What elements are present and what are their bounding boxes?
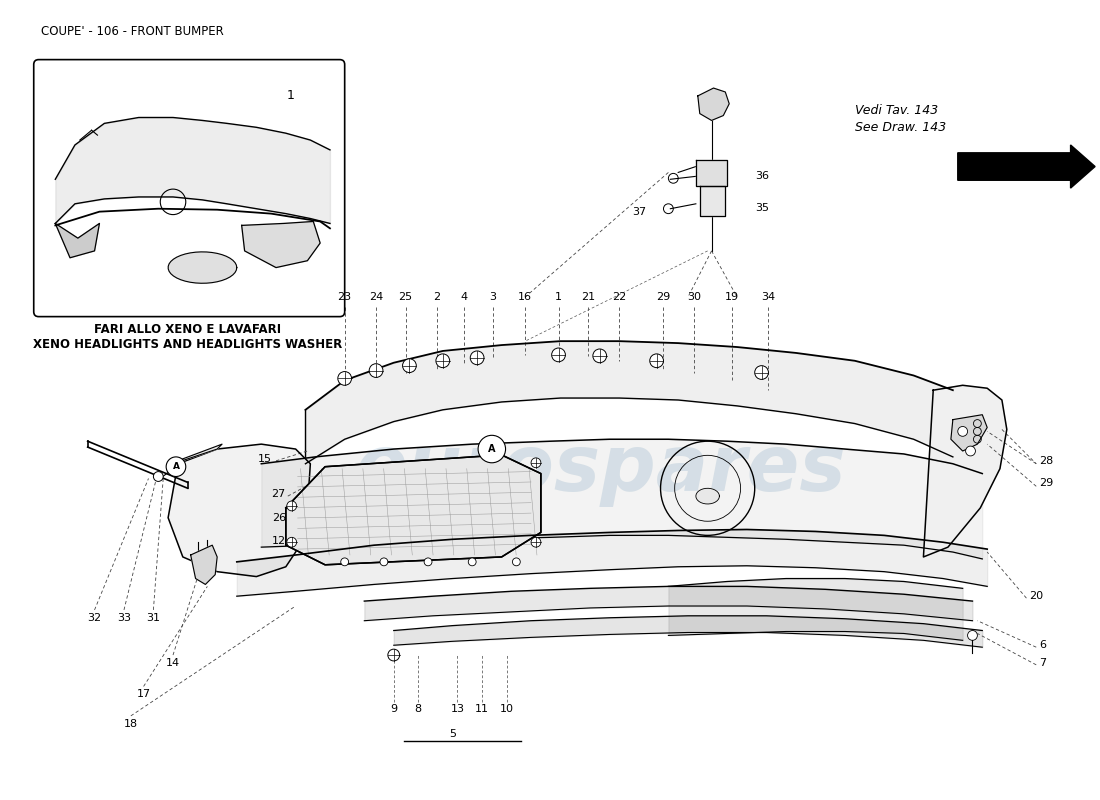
Text: 1: 1	[556, 292, 562, 302]
Polygon shape	[168, 444, 310, 577]
Polygon shape	[697, 88, 729, 121]
Text: 6: 6	[1040, 640, 1046, 650]
Polygon shape	[173, 444, 222, 464]
Text: COUPE' - 106 - FRONT BUMPER: COUPE' - 106 - FRONT BUMPER	[41, 26, 223, 38]
Text: 35: 35	[755, 202, 769, 213]
Text: Vedi Tav. 143: Vedi Tav. 143	[855, 104, 938, 117]
Polygon shape	[950, 414, 987, 451]
Polygon shape	[696, 488, 719, 504]
Text: 33: 33	[117, 613, 131, 622]
Text: 5: 5	[449, 729, 456, 738]
Text: 23: 23	[338, 292, 352, 302]
Polygon shape	[700, 186, 725, 215]
Text: 27: 27	[272, 489, 286, 499]
Text: 15: 15	[258, 454, 272, 464]
Polygon shape	[168, 252, 236, 283]
Circle shape	[755, 366, 769, 379]
Text: 37: 37	[632, 206, 647, 217]
Text: 19: 19	[725, 292, 739, 302]
Circle shape	[531, 458, 541, 468]
Text: 3: 3	[490, 292, 496, 302]
Text: 18: 18	[124, 718, 138, 729]
Circle shape	[338, 371, 352, 386]
Circle shape	[287, 501, 297, 511]
Text: 9: 9	[390, 704, 397, 714]
FancyBboxPatch shape	[34, 60, 344, 317]
Circle shape	[153, 472, 163, 482]
Text: 28: 28	[1040, 456, 1054, 466]
Circle shape	[958, 426, 968, 436]
Circle shape	[650, 354, 663, 368]
Text: 29: 29	[657, 292, 671, 302]
Text: 12: 12	[272, 536, 286, 546]
Circle shape	[966, 446, 976, 456]
Circle shape	[552, 348, 565, 362]
Circle shape	[469, 558, 476, 566]
Polygon shape	[286, 455, 541, 565]
Circle shape	[403, 359, 416, 373]
Text: 20: 20	[1030, 591, 1044, 601]
Circle shape	[425, 558, 432, 566]
Text: 8: 8	[415, 704, 421, 714]
Text: 32: 32	[88, 613, 101, 622]
Circle shape	[470, 351, 484, 365]
Polygon shape	[190, 545, 217, 585]
Text: 16: 16	[518, 292, 532, 302]
Text: 24: 24	[368, 292, 383, 302]
Text: 36: 36	[755, 171, 769, 182]
Text: 22: 22	[613, 292, 627, 302]
Circle shape	[370, 364, 383, 378]
Text: 2: 2	[433, 292, 440, 302]
Text: 11: 11	[475, 704, 490, 714]
Circle shape	[968, 630, 978, 640]
Text: eurospares: eurospares	[354, 430, 846, 506]
Circle shape	[593, 349, 606, 362]
Text: See Draw. 143: See Draw. 143	[855, 121, 946, 134]
Text: 7: 7	[1040, 658, 1046, 668]
Text: 31: 31	[146, 613, 161, 622]
Text: 29: 29	[1040, 478, 1054, 488]
Circle shape	[379, 558, 388, 566]
Text: FARI ALLO XENO E LAVAFARI: FARI ALLO XENO E LAVAFARI	[95, 323, 282, 337]
Text: 14: 14	[166, 658, 180, 668]
Text: 34: 34	[761, 292, 776, 302]
Circle shape	[341, 558, 349, 566]
Text: A: A	[173, 462, 179, 471]
Circle shape	[531, 538, 541, 547]
Text: 25: 25	[398, 292, 412, 302]
Text: 10: 10	[499, 704, 514, 714]
Circle shape	[436, 354, 450, 368]
Text: XENO HEADLIGHTS AND HEADLIGHTS WASHER: XENO HEADLIGHTS AND HEADLIGHTS WASHER	[33, 338, 342, 351]
Circle shape	[513, 558, 520, 566]
Text: 21: 21	[581, 292, 595, 302]
Circle shape	[287, 538, 297, 547]
Polygon shape	[696, 160, 727, 186]
Text: 17: 17	[136, 690, 151, 699]
Polygon shape	[958, 145, 1096, 188]
Polygon shape	[923, 386, 1006, 557]
Circle shape	[166, 457, 186, 477]
Circle shape	[478, 435, 506, 462]
Circle shape	[388, 649, 399, 661]
Text: 4: 4	[461, 292, 468, 302]
Text: A: A	[488, 444, 496, 454]
Text: 1: 1	[287, 90, 295, 102]
Polygon shape	[242, 222, 320, 267]
Text: 26: 26	[272, 513, 286, 522]
Text: 30: 30	[686, 292, 701, 302]
Text: 13: 13	[451, 704, 464, 714]
Polygon shape	[55, 223, 99, 258]
